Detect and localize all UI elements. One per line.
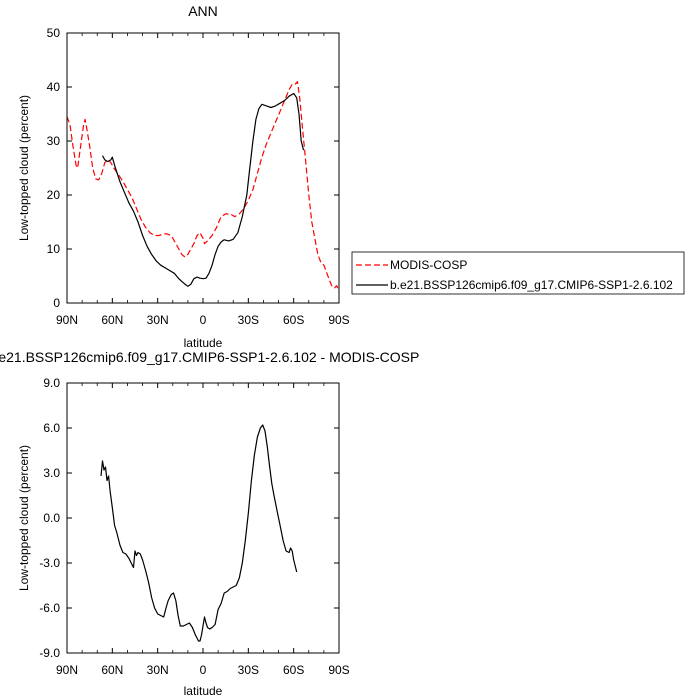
top-x-tick-label: 30S: [238, 313, 259, 327]
top-plot-frame: [66, 32, 340, 304]
top-x-tick-label: 60N: [101, 313, 123, 327]
top-x-tick-label: 30N: [147, 313, 169, 327]
top-chart-title: ANN: [188, 3, 218, 19]
bottom-y-tick-label: -6.0: [39, 601, 60, 615]
bottom-x-axis-label: latitude: [184, 684, 223, 698]
top-x-tick-label: 90S: [328, 313, 349, 327]
legend-label-model: b.e21.BSSP126cmip6.f09_g17.CMIP6-SSP1-2.…: [390, 278, 673, 292]
bottom-y-tick-label: 0.0: [43, 511, 60, 525]
top-axis-ticks: 90N 60N 30N 0 30S 60S 90S 0 10 20 30 40 50: [47, 26, 350, 327]
bottom-x-tick-label: 60S: [283, 663, 304, 677]
top-plot-series: [66, 81, 340, 292]
bottom-x-tick-label: 0: [200, 663, 207, 677]
top-y-tick-label: 30: [47, 134, 61, 148]
bottom-panel: b.e21.BSSP126cmip6.f09_g17.CMIP6-SSP1-2.…: [0, 349, 419, 698]
top-x-axis-label: latitude: [184, 336, 223, 350]
top-y-axis-label: Low-topped cloud (percent): [17, 95, 31, 241]
top-y-tick-label: 0: [53, 296, 60, 310]
legend: MODIS-COSP b.e21.BSSP126cmip6.f09_g17.CM…: [351, 251, 685, 295]
bottom-y-tick-label: 3.0: [43, 466, 60, 480]
top-x-tick-label: 90N: [56, 313, 78, 327]
bottom-x-tick-label: 60N: [101, 663, 123, 677]
bottom-y-tick-label: 6.0: [43, 421, 60, 435]
top-x-tick-label: 60S: [283, 313, 304, 327]
bottom-y-axis-label: Low-topped cloud (percent): [17, 445, 31, 591]
bottom-x-tick-label: 90S: [328, 663, 349, 677]
bottom-x-tick-label: 30N: [147, 663, 169, 677]
bottom-series-line-0: [100, 424, 298, 642]
legend-label-modis-cosp: MODIS-COSP: [390, 258, 467, 272]
top-x-tick-label: 0: [200, 313, 207, 327]
bottom-axis-ticks: 90N 60N 30N 0 30S 60S 90S -9.0 -6.0 -3.0 0.0 3.0 6.0…: [39, 376, 349, 677]
top-y-tick-label: 20: [47, 188, 61, 202]
bottom-y-tick-label: -9.0: [39, 646, 60, 660]
top-series-line-1: [101, 92, 305, 287]
top-panel: ANN 90N 60N 30N 0 30S 60S 90S 0 10 20 30 40 50 latit…: [17, 3, 350, 350]
bottom-x-tick-label: 30S: [238, 663, 259, 677]
top-series-line-0: [66, 81, 340, 292]
top-y-tick-label: 40: [47, 80, 61, 94]
top-y-tick-label: 50: [47, 26, 61, 40]
bottom-x-tick-label: 90N: [56, 663, 78, 677]
bottom-chart-title: b.e21.BSSP126cmip6.f09_g17.CMIP6-SSP1-2.…: [0, 349, 419, 365]
top-y-tick-label: 10: [47, 242, 61, 256]
bottom-y-tick-label: -3.0: [39, 556, 60, 570]
bottom-plot-series: [100, 424, 298, 642]
legend-box: [351, 251, 685, 295]
bottom-y-tick-label: 9.0: [43, 376, 60, 390]
bottom-plot-frame: [66, 382, 340, 654]
